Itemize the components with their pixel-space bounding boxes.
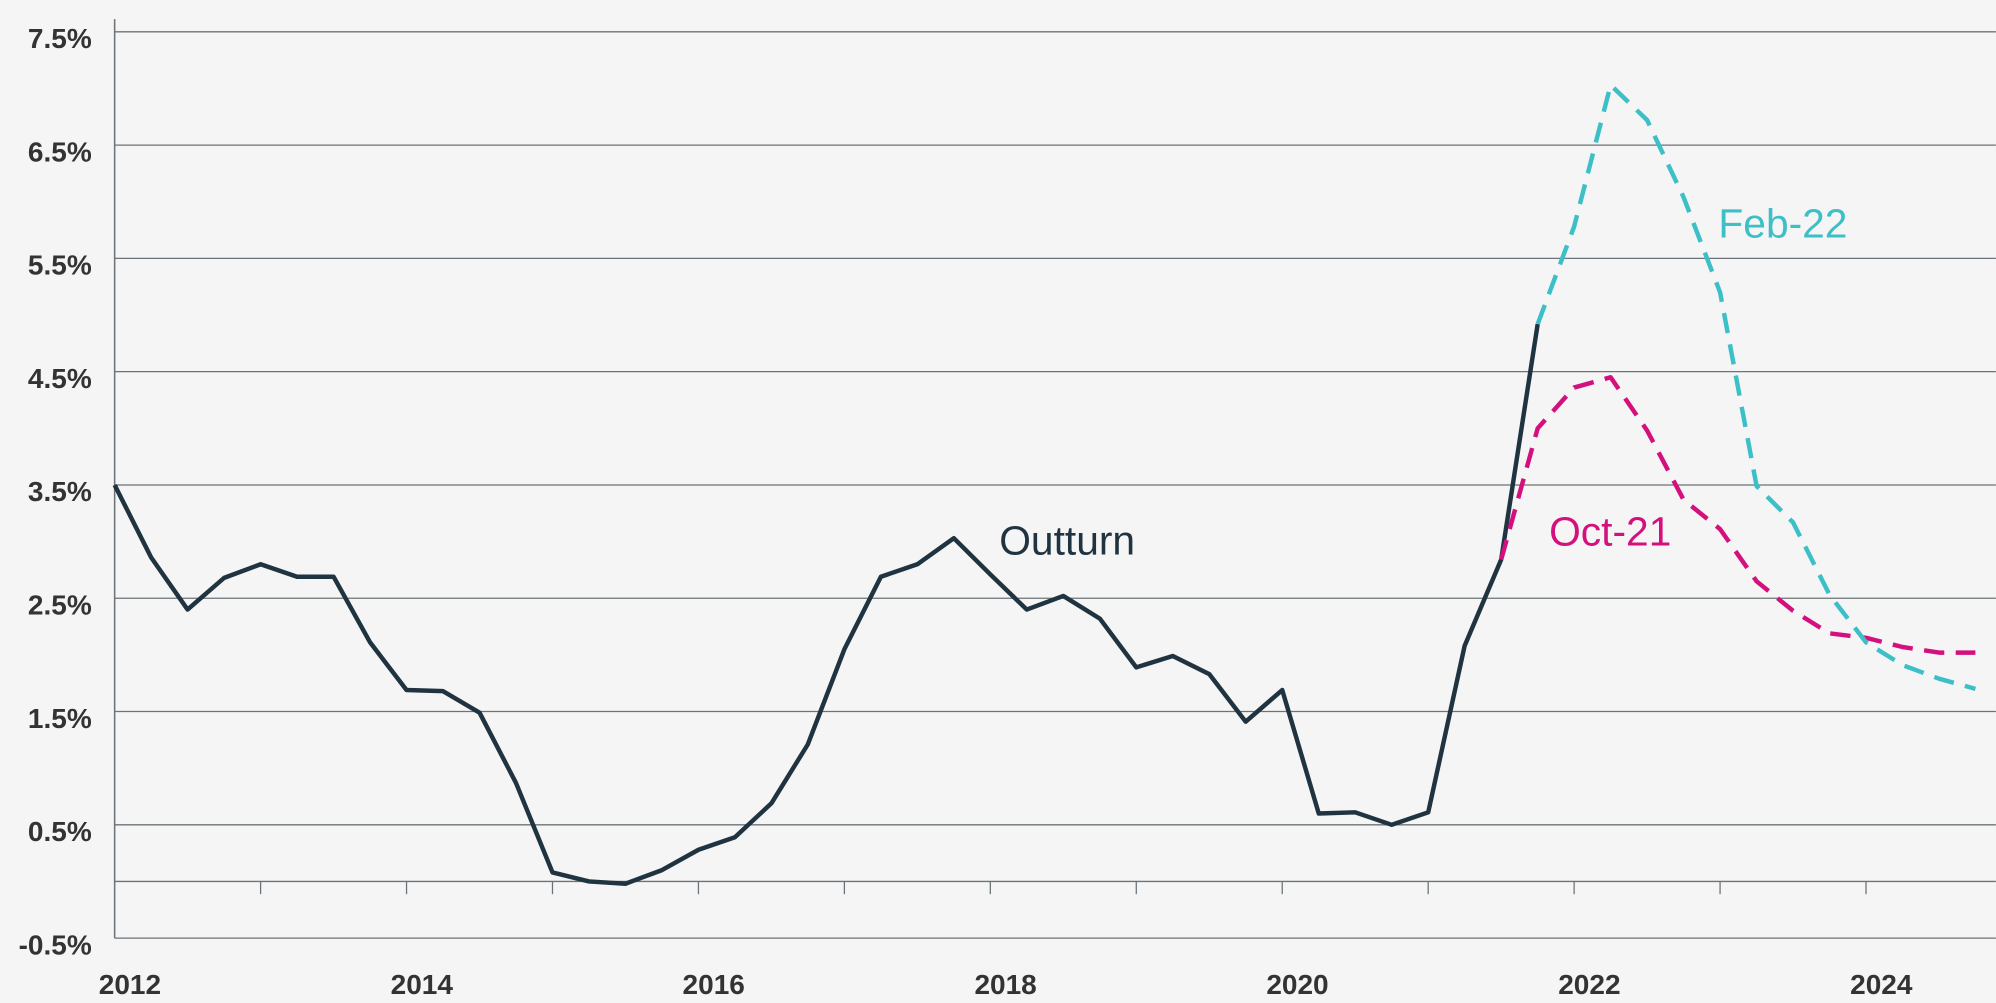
series-line	[1535, 82, 1977, 692]
series-label: Feb-22	[1718, 200, 1847, 246]
y-tick-label: -0.5%	[19, 929, 92, 960]
y-tick-label: 5.5%	[28, 250, 92, 281]
y-tick-label: 1.5%	[28, 703, 92, 734]
x-tick-label: 2012	[99, 969, 161, 1000]
series-line	[1499, 375, 1976, 655]
series-label: Outturn	[999, 517, 1135, 563]
x-tick-label: 2022	[1558, 969, 1620, 1000]
x-tick-label: 2014	[391, 969, 454, 1000]
y-tick-label: 6.5%	[28, 136, 92, 167]
series-label: Oct-21	[1549, 508, 1671, 554]
y-tick-label: 7.5%	[28, 23, 92, 54]
y-tick-label: 3.5%	[28, 476, 92, 507]
x-tick-label: 2018	[974, 969, 1036, 1000]
y-tick-label: 4.5%	[28, 363, 92, 394]
y-tick-label: 0.5%	[28, 816, 92, 847]
series-line	[112, 323, 1540, 886]
x-tick-label: 2016	[683, 969, 745, 1000]
y-tick-label: 2.5%	[28, 590, 92, 621]
x-tick-label: 2024	[1850, 969, 1913, 1000]
x-tick-label: 2020	[1266, 969, 1328, 1000]
